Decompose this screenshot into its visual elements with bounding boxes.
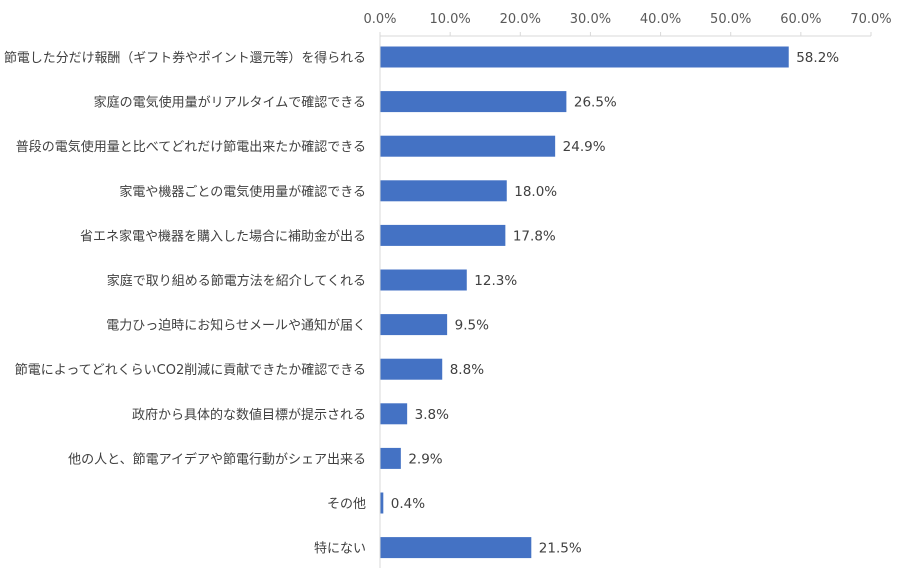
category-label: 特にない <box>314 542 366 557</box>
bar <box>380 46 789 68</box>
category-label: 政府から具体的な数値目標が提示される <box>132 407 366 423</box>
category-label: 節電した分だけ報酬（ギフト券やポイント還元等）を得られる <box>4 50 366 66</box>
category-label: 省エネ家電や機器を購入した場合に補助金が出る <box>80 228 366 244</box>
category-labels-group: 節電した分だけ報酬（ギフト券やポイント還元等）を得られる家庭の電気使用量がリアル… <box>4 50 366 557</box>
value-label: 18.0% <box>514 184 557 200</box>
x-tick-label: 70.0% <box>850 12 891 27</box>
bar <box>380 91 567 113</box>
value-label: 9.5% <box>455 318 489 334</box>
category-label: 家庭で取り組める節電方法を紹介してくれる <box>107 273 366 289</box>
value-label: 3.8% <box>415 407 449 423</box>
bar <box>380 403 408 425</box>
value-label: 26.5% <box>574 95 617 111</box>
category-label: その他 <box>327 497 366 512</box>
value-label: 17.8% <box>513 228 556 244</box>
x-tick-label: 50.0% <box>710 12 751 27</box>
x-tick-label: 30.0% <box>570 12 611 27</box>
x-tick-label: 40.0% <box>640 12 681 27</box>
category-label: 電力ひっ迫時にお知らせメールや通知が届く <box>106 318 366 334</box>
bar <box>380 358 443 380</box>
category-label: 節電によってどれくらいCO2削減に貢献できたか確認できる <box>15 362 366 378</box>
bars-group <box>380 46 789 559</box>
bar <box>380 135 556 157</box>
value-label: 2.9% <box>408 451 442 467</box>
value-label: 58.2% <box>796 50 839 66</box>
bar <box>380 492 384 514</box>
value-label: 0.4% <box>391 496 425 512</box>
bar <box>380 447 401 469</box>
category-label: 普段の電気使用量と比べてどれだけ節電出来たか確認できる <box>16 139 366 155</box>
x-tick-label: 20.0% <box>500 12 541 27</box>
category-label: 家電や機器ごとの電気使用量が確認できる <box>119 184 366 200</box>
bar <box>380 224 506 246</box>
value-label: 21.5% <box>539 541 582 557</box>
value-label: 12.3% <box>474 273 517 289</box>
value-label: 8.8% <box>450 362 484 378</box>
category-label: 他の人と、節電アイデアや節電行動がシェア出来る <box>68 451 366 467</box>
bar <box>380 314 448 336</box>
bar <box>380 180 507 202</box>
value-labels-group: 58.2% 26.5% 24.9% 18.0% 17.8% 12.3% 9.5% 8.8% 3.… <box>391 50 839 557</box>
x-tick-label: 60.0% <box>780 12 821 27</box>
x-tick-label: 0.0% <box>363 12 396 27</box>
x-axis: 0.0% 10.0% 20.0% 30.0% 40.0% 50.0% 60.0% 70.0% <box>363 12 892 568</box>
category-label: 家庭の電気使用量がリアルタイムで確認できる <box>94 95 366 111</box>
bar <box>380 269 467 291</box>
value-label: 24.9% <box>563 139 606 155</box>
bar <box>380 537 532 559</box>
x-tick-label: 10.0% <box>429 12 470 27</box>
